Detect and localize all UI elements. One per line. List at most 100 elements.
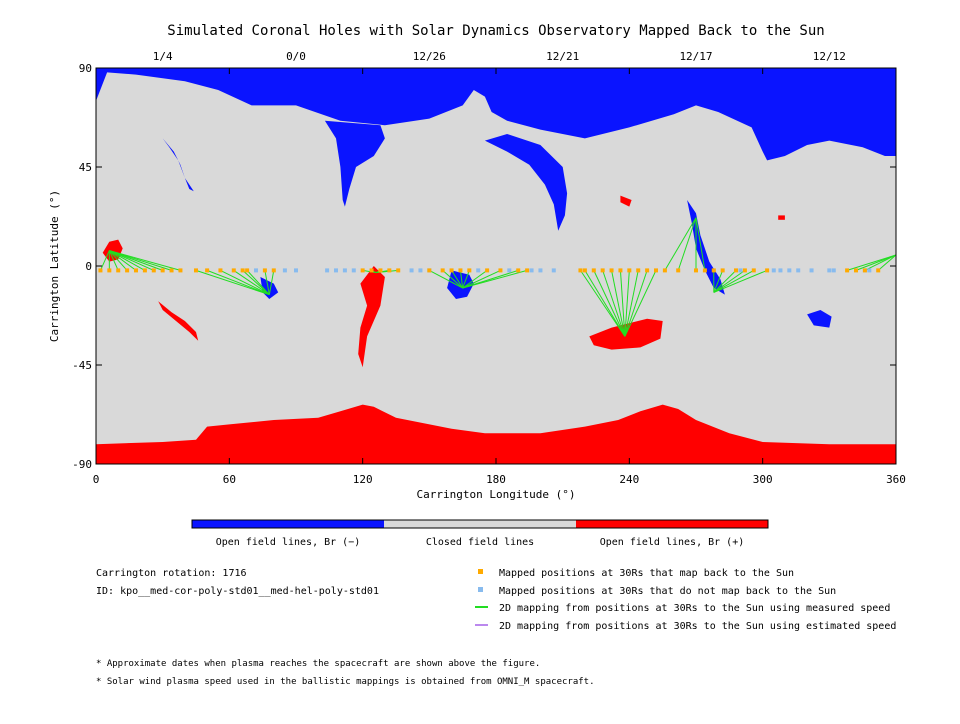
mapped-marker (734, 268, 738, 273)
mapped-marker (751, 268, 756, 273)
mapped-marker (458, 268, 463, 273)
mapped-marker (142, 268, 147, 273)
closed-field-island (122, 103, 170, 126)
mapped-marker (160, 268, 165, 273)
mapped-marker (271, 268, 276, 273)
coronal-hole-pos-streak (358, 266, 385, 368)
mapped-marker (582, 268, 587, 273)
mapped-marker (467, 268, 472, 273)
x-tick-label: 300 (753, 473, 773, 486)
mapped-marker (845, 268, 850, 273)
mapped-marker (662, 268, 667, 273)
colorbar-frame (191, 519, 769, 529)
top-date-label: 1/4 (153, 50, 173, 63)
measured-mapping-line (611, 270, 626, 337)
south-polar-coronal-hole (96, 404, 896, 464)
coronal-hole-neg-right (484, 134, 568, 231)
mapped-marker (742, 268, 747, 273)
coronal-hole-pos-spot (102, 239, 123, 262)
measured-mapping-line (695, 217, 706, 271)
colorbar-label: Open field lines, Br (−) (216, 537, 361, 548)
x-tick-label: 60 (223, 473, 236, 486)
coronal-hole-neg-far (807, 310, 832, 328)
colorbar: Open field lines, Br (−) Closed field lin… (191, 519, 769, 548)
measured-mapping-line (99, 250, 110, 271)
not-mapped-marker (325, 268, 330, 273)
coronal-hole-neg-tongue (324, 120, 385, 207)
measured-mapping-line (362, 269, 377, 274)
top-date-labels: 1/4 0/0 12/26 12/21 12/17 12/12 (153, 50, 846, 63)
measured-mapping-line (593, 270, 626, 337)
mapped-marker (627, 268, 632, 273)
measured-mapping-line (242, 270, 270, 295)
mapped-marker (711, 268, 716, 273)
mapped-marker (636, 268, 641, 273)
top-date-label: 12/12 (813, 50, 846, 63)
measured-mapping-line (459, 270, 464, 289)
mapped-markers (98, 268, 881, 273)
top-date-label: 12/21 (546, 50, 579, 63)
legend: Mapped positions at 30Rs that map back t… (475, 568, 896, 632)
measured-mapping-line (602, 270, 626, 337)
mapped-marker (427, 268, 432, 273)
measured-mapping-line (195, 269, 270, 296)
legend-label: Mapped positions at 30Rs that map back t… (499, 568, 794, 579)
not-mapped-marker (342, 268, 347, 273)
measured-mapping-line (624, 270, 639, 337)
mapped-marker (151, 268, 156, 273)
mapped-marker (702, 268, 707, 273)
measured-mapping-line (713, 269, 755, 293)
not-mapped-marker (796, 268, 801, 273)
not-mapped-marker (738, 268, 743, 273)
not-mapped-marker (831, 268, 836, 273)
colorbar-label: Open field lines, Br (+) (600, 537, 745, 548)
measured-mapping-line (580, 270, 626, 337)
not-mapped-marker (787, 268, 792, 273)
mapped-marker (645, 268, 650, 273)
mapped-marker (262, 268, 267, 273)
coronal-hole-pos-tail (158, 301, 199, 341)
not-mapped-marker (418, 268, 423, 273)
mapped-marker (676, 268, 681, 273)
measured-mapping-line (877, 254, 896, 271)
y-tick-label: -90 (72, 458, 92, 471)
chart-title: Simulated Coronal Holes with Solar Dynam… (167, 23, 824, 39)
measured-mapping-line (246, 270, 270, 295)
plot-area (96, 68, 896, 464)
mapped-marker (387, 268, 392, 273)
not-mapped-marker (409, 268, 414, 273)
not-mapped-marker (282, 268, 287, 273)
y-tick-label: 0 (85, 260, 92, 273)
measured-mapping-line (108, 250, 128, 271)
y-tick-label: 90 (79, 62, 92, 75)
top-date-label: 0/0 (286, 50, 306, 63)
not-mapped-marker (778, 268, 783, 273)
mapped-marker (498, 268, 503, 273)
mapped-marker (205, 268, 210, 273)
measured-mapping-line (664, 217, 697, 271)
top-date-label: 12/17 (679, 50, 712, 63)
mapped-marker (862, 268, 867, 273)
measured-mapping-line (109, 250, 154, 271)
mapped-marker (218, 268, 223, 273)
measured-mapping-line (624, 270, 648, 337)
measured-mapping-line (109, 250, 137, 271)
not-mapped-marker (254, 268, 258, 273)
colorbar-segment (384, 520, 576, 528)
legend-label: Mapped positions at 30Rs that do not map… (499, 586, 836, 597)
mapping-lines (99, 217, 896, 337)
measured-mapping-line (109, 250, 181, 271)
top-date-label: 12/26 (413, 50, 446, 63)
mapped-marker (485, 268, 490, 273)
measured-mapping-line (109, 250, 146, 271)
colorbar-label: Closed field lines (426, 537, 534, 548)
open-field-regions (96, 68, 896, 464)
not-mapped-marker (827, 268, 832, 273)
mapped-marker (765, 268, 770, 273)
not-mapped-marker (538, 268, 543, 273)
mapped-marker (194, 268, 198, 273)
mapped-marker (378, 268, 383, 273)
y-axis-label: Carrington Latitude (°) (48, 190, 61, 342)
mapped-marker (654, 268, 658, 273)
not-mapped-marker (551, 268, 556, 273)
